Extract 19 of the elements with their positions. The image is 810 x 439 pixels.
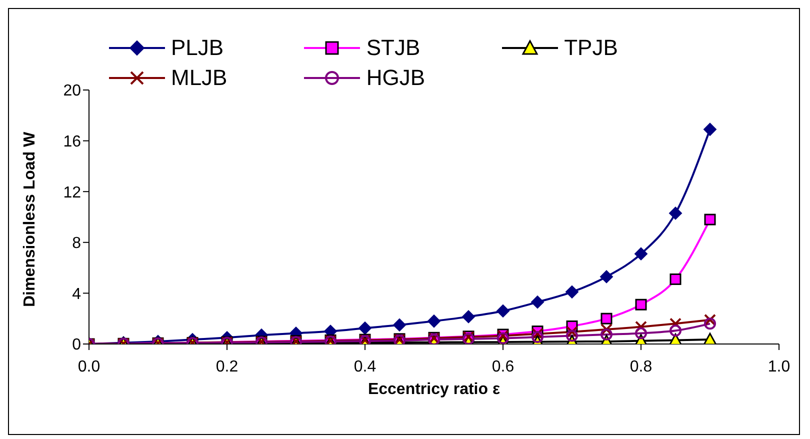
x-tick-label: 0.8 [630, 358, 652, 376]
x-tick-label: 0.4 [354, 358, 376, 376]
y-tick-label: 16 [63, 133, 82, 150]
legend-label: PLJB [171, 35, 224, 61]
x-tick-label: 0.0 [78, 358, 100, 376]
x-tick-label: 1.0 [768, 358, 790, 376]
y-tick-label: 20 [63, 82, 82, 100]
y-tick-label: 12 [63, 184, 82, 202]
y-tick-label: 4 [72, 286, 82, 303]
legend-label: TPJB [564, 35, 618, 61]
y-axis-title: Dimensionless Load W [22, 130, 39, 307]
y-tick-label: 0 [72, 336, 82, 354]
legend-label: HGJB [366, 65, 426, 91]
y-tick-label: 8 [72, 235, 82, 252]
x-axis-title: Eccentricy ratio ε [368, 381, 500, 398]
x-tick-label: 0.6 [492, 358, 514, 376]
x-tick-label: 0.2 [216, 358, 238, 376]
legend-label: STJB [366, 35, 420, 61]
legend-label: MLJB [171, 65, 228, 91]
